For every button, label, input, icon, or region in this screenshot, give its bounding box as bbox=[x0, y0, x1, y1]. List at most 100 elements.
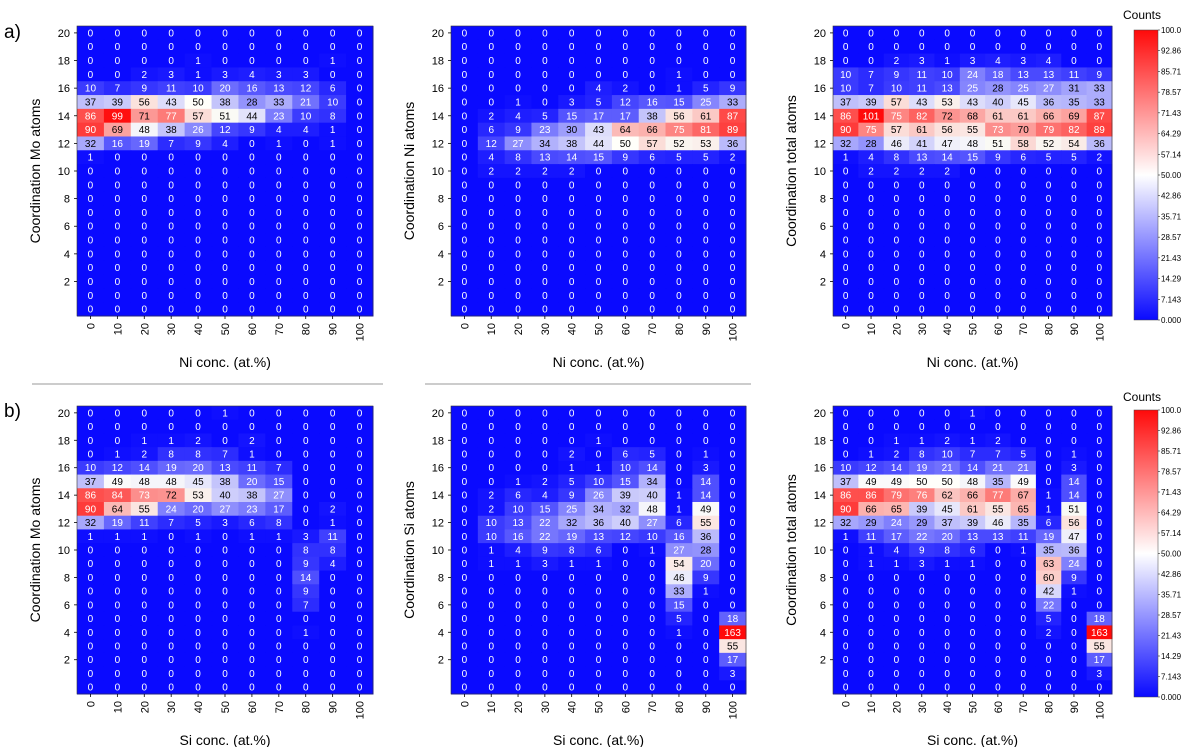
cell-value-label: 7 bbox=[276, 463, 282, 474]
cell-value-label: 1 bbox=[596, 463, 602, 474]
heatmap-cell bbox=[130, 419, 159, 434]
x-tick-label: 40 bbox=[567, 323, 579, 335]
cell-value-label: 0 bbox=[569, 42, 575, 53]
heatmap-cell bbox=[934, 419, 961, 434]
heatmap-cell bbox=[211, 164, 239, 179]
heatmap-cell bbox=[611, 95, 640, 110]
cell-value-label: 0 bbox=[542, 263, 548, 274]
cell-value-label: 3 bbox=[1020, 56, 1026, 67]
heatmap-cell bbox=[833, 611, 859, 626]
heatmap-cell bbox=[346, 260, 374, 276]
heatmap-cell bbox=[451, 625, 479, 640]
heatmap-cell bbox=[451, 39, 479, 55]
cell-value-label: 0 bbox=[1071, 277, 1077, 288]
cell-value-label: 0 bbox=[276, 642, 282, 653]
heatmap-cell bbox=[1010, 474, 1037, 489]
cell-value-label: 0 bbox=[357, 436, 363, 447]
cell-value-label: 0 bbox=[462, 70, 468, 81]
cell-value-label: 0 bbox=[195, 208, 201, 219]
heatmap-cell bbox=[130, 191, 159, 207]
heatmap-cell bbox=[292, 447, 320, 462]
heatmap-cell bbox=[265, 219, 293, 234]
heatmap-cell bbox=[719, 419, 747, 434]
cell-value-label: 36 bbox=[1094, 139, 1106, 150]
cell-value-label: 0 bbox=[730, 167, 736, 178]
cell-value-label: 0 bbox=[995, 642, 1001, 653]
cell-value-label: 0 bbox=[168, 683, 174, 694]
heatmap-cell bbox=[211, 488, 239, 503]
cell-value-label: 0 bbox=[542, 655, 548, 666]
heatmap-cell bbox=[558, 529, 586, 544]
cell-value-label: 0 bbox=[596, 669, 602, 680]
heatmap-cell bbox=[157, 26, 186, 41]
cell-value-label: 0 bbox=[843, 42, 849, 53]
cell-value-label: 35 bbox=[992, 477, 1004, 488]
cell-value-label: 10 bbox=[327, 97, 339, 108]
cell-value-label: 0 bbox=[222, 573, 228, 584]
cell-value-label: 0 bbox=[569, 614, 575, 625]
heatmap-cell bbox=[985, 666, 1012, 681]
cell-value-label: 39 bbox=[916, 504, 928, 515]
cell-value-label: 0 bbox=[970, 614, 976, 625]
cell-value-label: 75 bbox=[673, 125, 685, 136]
heatmap-cell bbox=[265, 460, 293, 476]
heatmap-cell bbox=[585, 639, 613, 654]
cell-value-label: 0 bbox=[249, 422, 255, 433]
heatmap-cell bbox=[238, 515, 266, 530]
heatmap-cell bbox=[638, 652, 667, 668]
heatmap-cell bbox=[130, 122, 159, 137]
cell-value-label: 0 bbox=[623, 546, 629, 557]
heatmap-cell bbox=[531, 177, 559, 193]
heatmap-cell bbox=[504, 39, 532, 55]
heatmap-cell bbox=[77, 260, 105, 276]
heatmap-cell bbox=[858, 95, 885, 110]
heatmap-cell bbox=[477, 81, 506, 96]
cell-value-label: 37 bbox=[942, 518, 954, 529]
heatmap-cell bbox=[585, 177, 613, 193]
heatmap-cell bbox=[77, 680, 105, 695]
cell-value-label: 0 bbox=[168, 42, 174, 53]
cell-value-label: 0 bbox=[462, 628, 468, 639]
cell-value-label: 66 bbox=[967, 491, 979, 502]
cell-value-label: 0 bbox=[168, 655, 174, 666]
cell-value-label: 0 bbox=[462, 180, 468, 191]
heatmap-cell bbox=[504, 625, 532, 640]
cell-value-label: 24 bbox=[967, 70, 979, 81]
cell-value-label: 0 bbox=[249, 167, 255, 178]
cell-value-label: 0 bbox=[649, 614, 655, 625]
cell-value-label: 0 bbox=[1097, 249, 1103, 260]
cell-value-label: 0 bbox=[569, 587, 575, 598]
cell-value-label: 35 bbox=[1043, 546, 1055, 557]
heatmap-cell bbox=[1010, 406, 1037, 421]
cell-value-label: 0 bbox=[222, 669, 228, 680]
cell-value-label: 48 bbox=[139, 477, 151, 488]
cell-value-label: 0 bbox=[276, 153, 282, 164]
cell-value-label: 0 bbox=[249, 669, 255, 680]
cell-value-label: 0 bbox=[276, 573, 282, 584]
heatmap-cell bbox=[611, 260, 640, 276]
heatmap-cell bbox=[103, 205, 132, 220]
heatmap-cell bbox=[346, 611, 374, 626]
colorbar-tick-label: 28.57 bbox=[1161, 611, 1182, 620]
cell-value-label: 0 bbox=[168, 167, 174, 178]
heatmap-cell bbox=[1086, 274, 1113, 289]
cell-value-label: 0 bbox=[843, 263, 849, 274]
x-axis-title: Si conc. (at.%) bbox=[927, 732, 1018, 747]
colorbar-title: Counts bbox=[1123, 8, 1161, 22]
heatmap-cell bbox=[77, 556, 105, 572]
y-tick-label: 12 bbox=[58, 518, 70, 530]
cell-value-label: 0 bbox=[730, 28, 736, 39]
heatmap-cell bbox=[934, 150, 961, 165]
heatmap-cell bbox=[719, 515, 747, 530]
cell-value-label: 0 bbox=[195, 167, 201, 178]
cell-value-label: 0 bbox=[944, 236, 950, 247]
cell-value-label: 0 bbox=[623, 167, 629, 178]
cell-value-label: 0 bbox=[222, 167, 228, 178]
cell-value-label: 6 bbox=[970, 546, 976, 557]
cell-value-label: 0 bbox=[569, 70, 575, 81]
cell-value-label: 1 bbox=[88, 532, 94, 543]
cell-value-label: 0 bbox=[276, 600, 282, 611]
cell-value-label: 27 bbox=[1043, 84, 1055, 95]
cell-value-label: 0 bbox=[703, 222, 709, 233]
heatmap-cell bbox=[531, 136, 559, 151]
